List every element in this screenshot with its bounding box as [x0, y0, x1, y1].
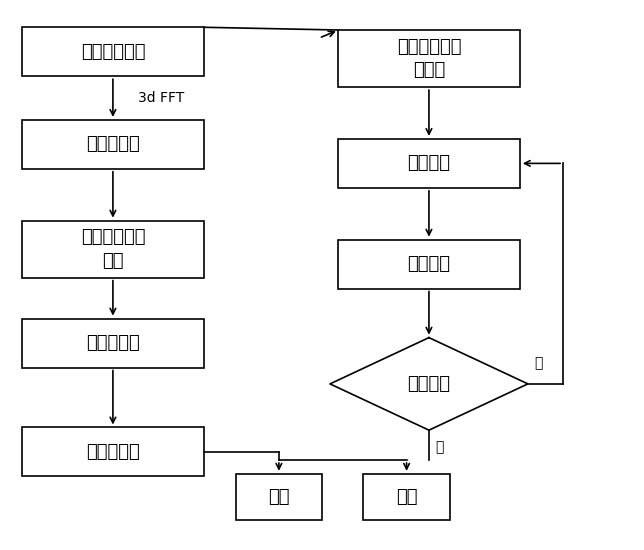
Bar	[22, 427, 204, 476]
Text: 是: 是	[435, 440, 444, 454]
Bar	[363, 474, 450, 520]
Bar	[338, 240, 520, 289]
Bar	[22, 221, 204, 278]
Text: 迭代结束: 迭代结束	[408, 375, 450, 393]
Bar	[338, 30, 520, 87]
Text: 否: 否	[535, 356, 543, 370]
Text: 确定最小二乘
法权値: 确定最小二乘 法权値	[397, 38, 461, 79]
Bar	[338, 139, 520, 188]
Text: 3d FFT: 3d FFT	[138, 91, 185, 105]
Text: 计算零属度: 计算零属度	[86, 443, 140, 461]
Text: 三维雷达图像: 三维雷达图像	[80, 43, 145, 61]
Bar	[236, 474, 322, 520]
Text: 流向: 流向	[396, 488, 417, 506]
Text: 迭代估流: 迭代估流	[408, 255, 450, 273]
Bar	[22, 28, 204, 76]
Text: 初始估流: 初始估流	[408, 155, 450, 172]
Text: 三维图像谱: 三维图像谱	[86, 135, 140, 153]
Text: 非线性校正: 非线性校正	[86, 334, 140, 352]
Bar	[22, 318, 204, 367]
Text: 色散关系带通
滤波: 色散关系带通 滤波	[80, 228, 145, 270]
Text: 流速: 流速	[268, 488, 290, 506]
Bar	[22, 120, 204, 169]
